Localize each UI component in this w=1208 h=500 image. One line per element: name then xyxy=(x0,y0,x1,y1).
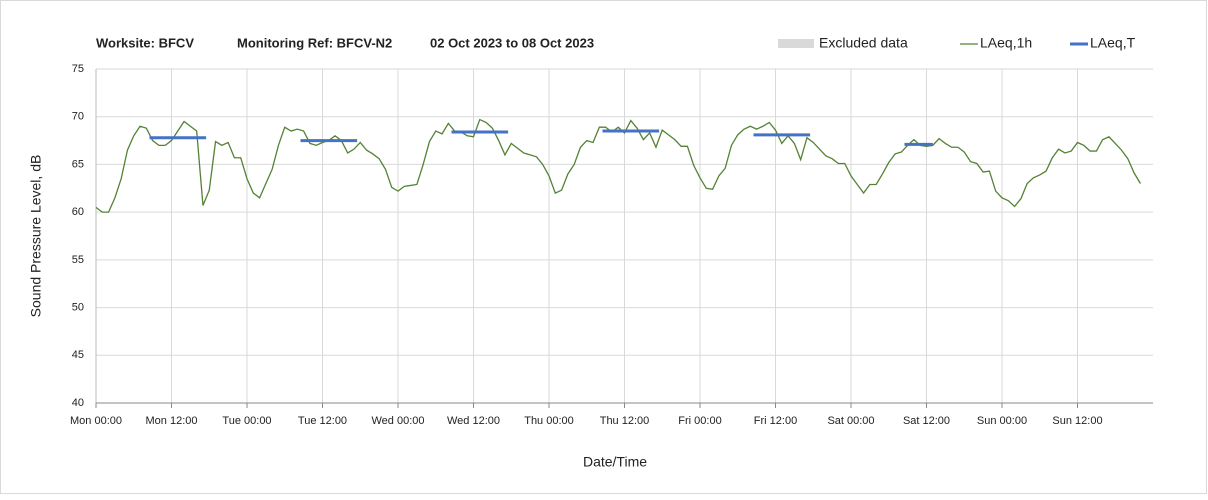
x-tick-label: Tue 00:00 xyxy=(222,415,271,427)
legend-label: Excluded data xyxy=(819,35,908,51)
x-axis-label: Date/Time xyxy=(583,454,647,470)
x-tick-label: Fri 00:00 xyxy=(678,415,721,427)
legend-label: LAeq,1h xyxy=(980,35,1032,51)
y-tick-label: 45 xyxy=(72,349,84,361)
chart-title: 02 Oct 2023 to 08 Oct 2023 xyxy=(430,35,594,50)
y-tick-label: 55 xyxy=(72,254,84,266)
y-tick-label: 60 xyxy=(72,206,84,218)
x-tick-label: Tue 12:00 xyxy=(298,415,347,427)
x-tick-label: Fri 12:00 xyxy=(754,415,797,427)
legend-swatch xyxy=(778,39,814,48)
legend-label: LAeq,T xyxy=(1090,35,1136,51)
x-tick-label: Sun 12:00 xyxy=(1052,415,1102,427)
x-tick-label: Thu 00:00 xyxy=(524,415,574,427)
chart-title: Monitoring Ref: BFCV-N2 xyxy=(237,35,392,50)
x-tick-label: Sun 00:00 xyxy=(977,415,1027,427)
y-tick-label: 50 xyxy=(72,301,84,313)
y-tick-label: 65 xyxy=(72,158,84,170)
series-line xyxy=(149,129,933,146)
x-tick-label: Thu 12:00 xyxy=(600,415,650,427)
x-tick-label: Wed 12:00 xyxy=(447,415,500,427)
x-tick-label: Mon 12:00 xyxy=(146,415,198,427)
y-tick-label: 75 xyxy=(72,63,84,75)
x-tick-label: Sat 12:00 xyxy=(903,415,950,427)
y-tick-label: 40 xyxy=(72,397,84,409)
series-line xyxy=(95,118,1141,213)
chart-title: Worksite: BFCV xyxy=(96,35,194,50)
x-tick-label: Mon 00:00 xyxy=(70,415,122,427)
x-tick-label: Sat 00:00 xyxy=(827,415,874,427)
y-axis-label: Sound Pressure Level, dB xyxy=(28,155,44,318)
x-tick-label: Wed 00:00 xyxy=(371,415,424,427)
y-tick-label: 70 xyxy=(72,111,84,123)
